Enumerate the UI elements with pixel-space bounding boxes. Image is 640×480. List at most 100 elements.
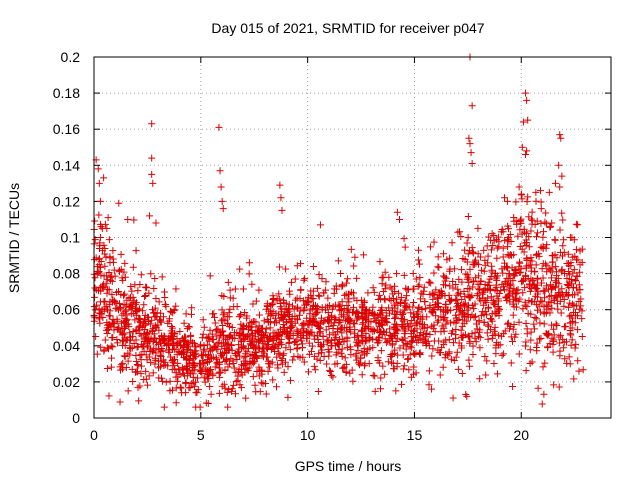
data-point xyxy=(487,273,495,281)
data-point xyxy=(117,361,125,369)
data-point xyxy=(397,293,405,301)
data-point xyxy=(533,233,541,241)
data-point xyxy=(490,360,498,368)
data-point xyxy=(278,360,286,368)
data-point xyxy=(238,365,246,373)
data-point xyxy=(149,179,157,187)
data-point xyxy=(228,387,236,395)
data-point xyxy=(523,262,531,270)
data-point xyxy=(434,299,442,307)
data-point xyxy=(149,306,157,314)
data-point xyxy=(286,346,294,354)
data-point xyxy=(246,352,254,360)
data-point xyxy=(486,285,494,293)
data-point xyxy=(491,323,499,331)
data-point xyxy=(556,347,564,355)
data-point xyxy=(142,283,150,291)
data-point xyxy=(548,304,556,312)
data-point xyxy=(108,272,116,280)
data-point xyxy=(218,328,226,336)
data-point xyxy=(255,311,263,319)
data-point xyxy=(168,329,176,337)
data-point xyxy=(294,316,302,324)
data-point xyxy=(484,294,492,302)
data-point xyxy=(359,303,367,311)
data-point xyxy=(537,205,545,213)
data-point xyxy=(484,259,492,267)
data-point xyxy=(400,315,408,323)
data-point xyxy=(260,332,268,340)
data-point xyxy=(548,258,556,266)
data-point xyxy=(257,379,265,387)
data-point xyxy=(307,347,315,355)
data-point xyxy=(538,400,546,408)
data-point xyxy=(95,179,103,187)
data-point xyxy=(315,291,323,299)
data-point xyxy=(113,336,121,344)
data-point xyxy=(522,150,530,158)
data-point xyxy=(564,303,572,311)
data-point xyxy=(336,307,344,315)
data-point xyxy=(120,300,128,308)
data-point xyxy=(462,391,470,399)
data-point xyxy=(106,253,114,261)
data-point xyxy=(414,256,422,264)
data-point xyxy=(527,336,535,344)
data-point xyxy=(338,345,346,353)
data-point xyxy=(199,356,207,364)
data-point xyxy=(546,309,554,317)
data-point xyxy=(507,280,515,288)
data-point xyxy=(425,367,433,375)
data-point xyxy=(354,333,362,341)
data-point xyxy=(211,319,219,327)
data-point xyxy=(366,344,374,352)
data-point xyxy=(115,324,123,332)
data-point xyxy=(523,147,531,155)
data-point xyxy=(568,336,576,344)
data-point xyxy=(470,277,478,285)
data-point xyxy=(187,351,195,359)
data-point xyxy=(379,362,387,370)
data-point xyxy=(485,233,493,241)
data-point xyxy=(308,342,316,350)
data-point xyxy=(540,310,548,318)
data-point xyxy=(538,279,546,287)
data-point xyxy=(157,352,165,360)
data-point xyxy=(379,273,387,281)
data-point xyxy=(315,323,323,331)
data-point xyxy=(523,96,531,104)
data-point xyxy=(413,338,421,346)
data-point xyxy=(458,370,466,378)
data-point xyxy=(315,292,323,300)
data-point xyxy=(248,337,256,345)
data-point xyxy=(289,356,297,364)
data-point xyxy=(304,298,312,306)
data-point xyxy=(478,266,486,274)
data-point xyxy=(188,379,196,387)
data-point xyxy=(314,284,322,292)
data-point xyxy=(480,246,488,254)
data-point xyxy=(256,366,264,374)
data-point xyxy=(94,165,102,173)
data-point xyxy=(240,335,248,343)
data-point xyxy=(291,275,299,283)
data-point xyxy=(507,238,515,246)
data-point xyxy=(205,337,213,345)
data-point xyxy=(410,299,418,307)
data-point xyxy=(249,373,257,381)
data-point xyxy=(216,167,224,175)
data-point xyxy=(448,239,456,247)
data-point xyxy=(308,317,316,325)
data-point xyxy=(539,228,547,236)
data-point xyxy=(165,335,173,343)
data-point xyxy=(205,333,213,341)
data-point xyxy=(497,228,505,236)
data-point xyxy=(393,270,401,278)
data-point xyxy=(133,343,141,351)
data-point xyxy=(218,306,226,314)
data-point xyxy=(99,313,107,321)
data-point xyxy=(378,304,386,312)
data-point xyxy=(550,381,558,389)
data-point xyxy=(322,278,330,286)
data-point xyxy=(429,306,437,314)
